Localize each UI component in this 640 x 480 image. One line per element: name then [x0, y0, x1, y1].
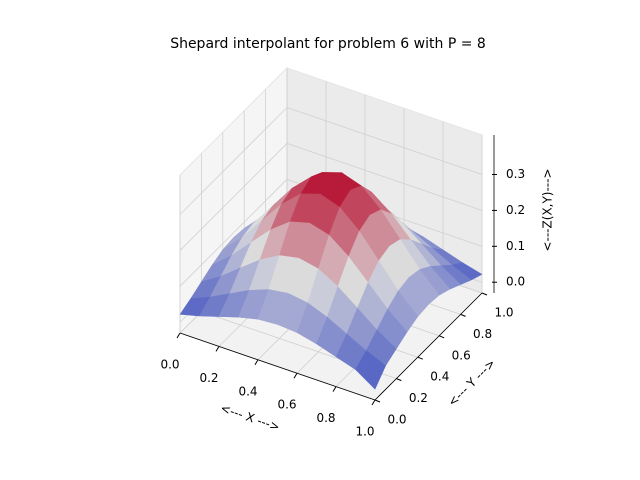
- y-axis-label: <--- Y --->: [445, 356, 498, 409]
- grid-line: [179, 107, 288, 215]
- surface-patch: [355, 350, 387, 390]
- grid-line: [179, 143, 288, 251]
- x-tick: [254, 359, 259, 366]
- z-tick-label: 0.3: [506, 167, 525, 181]
- grid-line: [179, 179, 288, 287]
- y-tick: [374, 399, 381, 403]
- x-tick-label: 0.6: [277, 398, 296, 412]
- y-tick: [460, 313, 466, 317]
- y-tick-label: 0.0: [387, 413, 406, 427]
- z-axis-label: <---Z(X,Y)--->: [541, 168, 555, 251]
- x-tick-label: 1.0: [355, 425, 374, 439]
- z-tick-label: 0.1: [506, 239, 525, 253]
- x-axis: [179, 332, 376, 401]
- x-tick: [215, 346, 220, 352]
- x-tick: [293, 372, 298, 379]
- x-tick: [371, 399, 376, 406]
- y-tick-label: 1.0: [494, 306, 513, 320]
- y-tick: [481, 292, 488, 296]
- grid-line: [286, 107, 483, 175]
- y-tick: [396, 378, 402, 382]
- y-tick-label: 0.6: [452, 348, 471, 362]
- z-tick-label: 0.0: [506, 275, 525, 289]
- x-tick-label: 0.0: [160, 358, 179, 372]
- z-tick-label: 0.2: [506, 203, 525, 217]
- y-tick-label: 0.4: [430, 370, 449, 384]
- x-tick-label: 0.8: [316, 411, 335, 425]
- chart-title: Shepard interpolant for problem 6 with P…: [170, 36, 486, 52]
- grid-line: [286, 143, 483, 211]
- x-tick-label: 0.2: [199, 371, 218, 385]
- x-tick: [332, 386, 337, 392]
- x-tick: [176, 332, 181, 339]
- x-tick-label: 0.4: [238, 384, 257, 398]
- x-axis-label: <--- X --->: [219, 401, 282, 434]
- y-tick-label: 0.2: [409, 391, 428, 405]
- y-tick-label: 0.8: [473, 327, 492, 341]
- y-tick: [439, 335, 445, 339]
- y-tick: [417, 356, 423, 360]
- y-axis: [374, 292, 483, 401]
